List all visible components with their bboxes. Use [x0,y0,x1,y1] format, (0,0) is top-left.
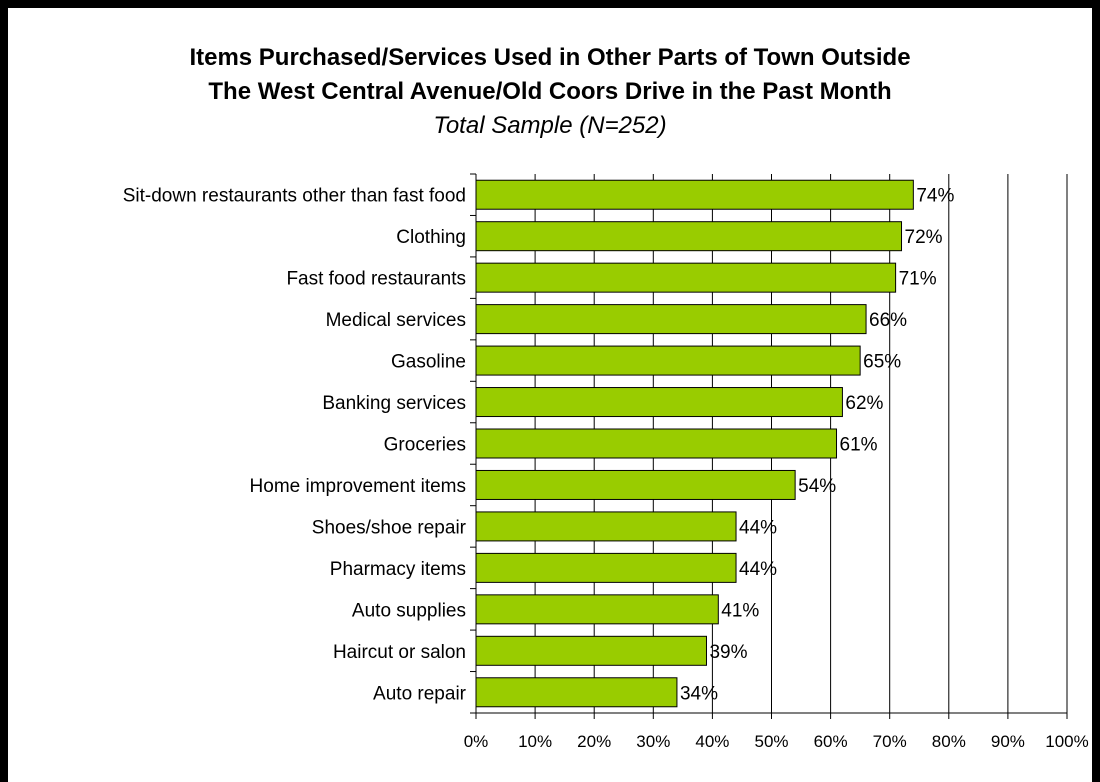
data-label: 74% [916,186,954,207]
data-label: 44% [739,559,777,580]
data-label: 66% [869,310,907,331]
x-tick-label: 60% [814,732,848,751]
category-label: Medical services [326,310,466,331]
bar [475,428,838,459]
chart-title: Items Purchased/Services Used in Other P… [189,44,911,71]
category-label: Auto repair [373,683,467,704]
data-label: 62% [845,393,883,414]
x-tick-label: 30% [636,732,670,751]
category-label: Pharmacy items [330,559,466,580]
bar [475,552,737,583]
data-label: 39% [709,642,747,663]
bar [475,677,678,708]
labels: 0% 10% 20% 30% 40% 50% 60% 70% 80% 90% 100% Sit-dow… [123,186,1089,751]
x-tick-label: 0% [464,732,489,751]
data-label: 71% [899,269,937,290]
category-label: Banking services [322,393,466,414]
category-label: Clothing [396,227,466,248]
data-label: 34% [680,683,718,704]
x-tick-label: 50% [754,732,788,751]
bar [475,345,861,376]
data-label: 72% [905,227,943,248]
chart-title-line2: The West Central Avenue/Old Coors Drive … [208,78,892,105]
bar [475,221,903,252]
category-label: Auto supplies [352,600,466,621]
data-label: 65% [863,352,901,373]
category-label: Shoes/shoe repair [312,517,467,538]
bar [475,511,737,542]
x-tick-label: 10% [518,732,552,751]
bar [475,304,867,335]
category-label: Sit-down restaurants other than fast foo… [123,186,466,207]
x-tick-label: 100% [1045,732,1088,751]
category-label: Fast food restaurants [286,269,466,290]
bar [475,635,707,666]
bars [475,179,914,708]
category-label: Groceries [384,435,466,456]
data-label: 44% [739,517,777,538]
x-tick-label: 70% [873,732,907,751]
category-label: Home improvement items [250,476,466,497]
bar [475,262,897,293]
x-tick-label: 20% [577,732,611,751]
chart-subtitle: Total Sample (N=252) [433,112,667,139]
data-label: 61% [840,435,878,456]
x-tick-label: 40% [695,732,729,751]
x-tick-label: 80% [932,732,966,751]
bar [475,594,719,625]
bar [475,469,796,500]
category-label: Haircut or salon [333,642,466,663]
data-label: 54% [798,476,836,497]
bar [475,179,914,210]
axes [470,173,1068,719]
category-label: Gasoline [391,352,466,373]
x-tick-label: 90% [991,732,1025,751]
data-label: 41% [721,600,759,621]
bar [475,387,843,418]
